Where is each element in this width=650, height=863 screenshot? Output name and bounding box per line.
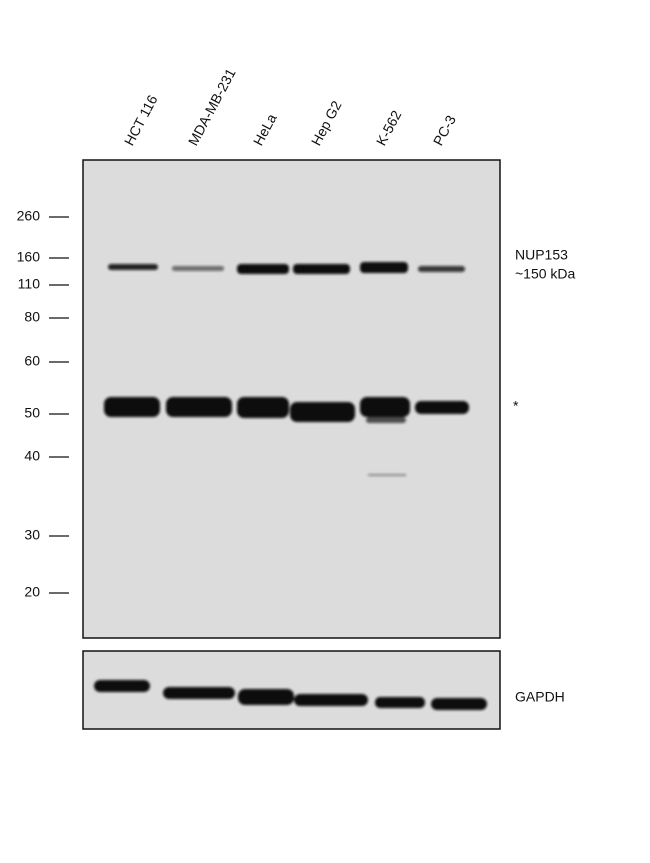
bands [94,262,487,710]
lane-label: HCT 116 [121,92,161,148]
lane-label: K-562 [373,107,405,148]
target-name: NUP153 [515,247,568,263]
nonspecific-mark: * [513,398,519,414]
marker-label: 110 [18,276,41,292]
loading-control-panel [82,650,501,730]
marker-label: 20 [24,584,40,600]
lane-label: PC-3 [430,112,459,148]
marker-label: 160 [17,249,41,265]
marker-label: 30 [24,527,40,543]
marker-label: 260 [17,208,41,224]
target-size: ~150 kDa [515,266,576,282]
marker-label: 40 [24,448,40,464]
lane-label: Hep G2 [308,98,345,148]
marker-label: 80 [24,309,40,325]
lane-label: MDA-MB-231 [185,66,239,149]
marker-label: 60 [24,353,40,369]
loading-control-label: GAPDH [515,689,565,705]
lane-label: HeLa [250,111,280,148]
marker-label: 50 [24,405,40,421]
